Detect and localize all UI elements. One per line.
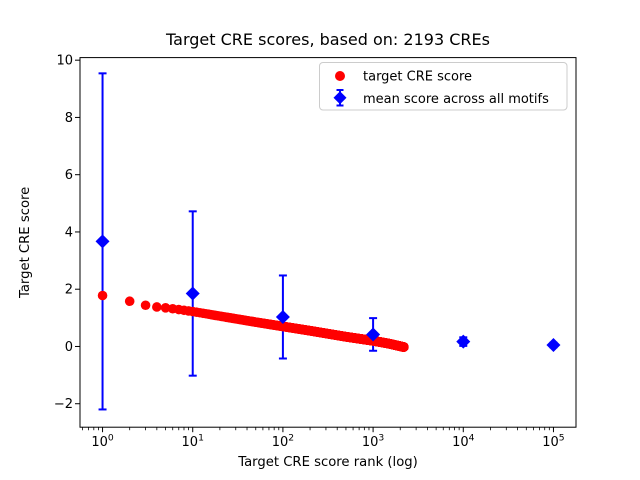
error-bars [98,72,558,411]
y-tick-label: 10 [56,54,73,69]
target-score-point [124,296,135,307]
y-axis-label: Target CRE score [18,187,33,299]
x-tick-label: 103 [362,433,385,451]
target-score-point [140,300,151,311]
target-score-point [152,302,162,312]
axes-spines [79,57,577,428]
legend-mean-score-label: mean score across all motifs [363,92,549,107]
y-tick-label: −2 [54,397,73,412]
target-score-point [160,303,171,313]
legend-diamond-icon [333,91,347,105]
target-score-point [399,342,409,352]
legend-mean-score-marker [333,89,347,107]
legend-target-score-marker [335,71,345,81]
y-tick-label: 2 [65,283,73,298]
y-tick-label: 0 [65,340,73,355]
mean-score-diamond [456,334,471,349]
x-tick-label: 104 [452,433,475,451]
target-score-points [97,290,409,352]
legend: target CRE score mean score across all m… [319,62,568,111]
mean-score-diamond [366,327,381,342]
mean-score-diamond [275,309,290,324]
legend-box [319,62,568,111]
x-tick-label: 101 [182,433,204,451]
legend-target-score-label: target CRE score [363,70,472,85]
mean-score-diamond [95,234,110,249]
chart-title: Target CRE scores, based on: 2193 CREs [165,30,490,49]
x-tick-label: 102 [272,433,294,451]
target-score-point [97,290,108,301]
mean-score-diamond [185,286,200,301]
x-tick-label: 100 [91,433,114,451]
y-tick-label: 6 [65,168,73,183]
x-axis-label: Target CRE score rank (log) [237,455,418,470]
y-tick-label: 4 [65,225,73,240]
x-tick-label: 105 [542,433,565,451]
mean-score-diamond [546,338,561,353]
axis-ticks [75,59,554,433]
mean-score-points [95,234,561,353]
axis-tick-labels: 100 101 102 103 104 105 −2 0 2 4 6 8 10 [54,54,565,450]
y-tick-label: 8 [65,111,73,126]
